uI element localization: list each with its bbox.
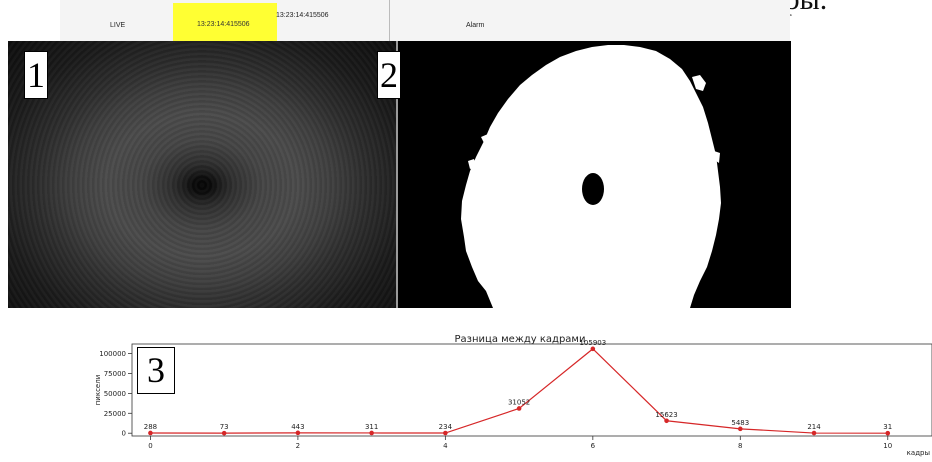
data-point bbox=[737, 426, 743, 432]
alarm-panel-number: 2 bbox=[377, 51, 401, 99]
data-point bbox=[148, 430, 153, 436]
x-tick-label: 0 bbox=[148, 442, 152, 450]
data-label: 443 bbox=[291, 423, 304, 431]
data-point bbox=[369, 430, 374, 436]
data-point bbox=[221, 430, 227, 436]
y-tick-label: 100000 bbox=[99, 350, 126, 358]
chart-panel-number: 3 bbox=[137, 347, 175, 394]
alarm-mask-fragment bbox=[468, 159, 476, 169]
toolbar-divider bbox=[389, 0, 390, 41]
data-point bbox=[664, 418, 669, 424]
x-tick-label: 6 bbox=[591, 442, 596, 450]
data-label: 214 bbox=[807, 423, 821, 431]
live-panel-number: 1 bbox=[24, 51, 48, 99]
tab-alarm[interactable]: Alarm bbox=[466, 22, 485, 29]
y-tick-label: 25000 bbox=[104, 410, 126, 418]
chart-svg: Разница между кадрами пиксели кадры 0250… bbox=[94, 334, 932, 457]
data-point bbox=[590, 346, 596, 352]
data-point bbox=[811, 430, 817, 436]
alarm-mask-view bbox=[398, 41, 791, 308]
data-label: 311 bbox=[365, 423, 378, 431]
x-tick-label: 2 bbox=[296, 442, 300, 450]
data-label: 234 bbox=[439, 423, 453, 431]
frame-difference-chart: Разница между кадрами пиксели кадры 0 250… bbox=[0, 320, 932, 457]
data-label: 31052 bbox=[508, 398, 530, 406]
y-axis-label: пиксели bbox=[94, 375, 102, 406]
alarm-mask-hole bbox=[582, 173, 604, 205]
alarm-mask-fragment bbox=[713, 151, 720, 163]
panel-separator bbox=[396, 41, 398, 308]
data-label: 73 bbox=[220, 423, 229, 431]
series-line bbox=[150, 348, 888, 434]
tab-live[interactable]: LIVE bbox=[110, 22, 126, 29]
timestamp-highlight: 13:23:14:415506 bbox=[197, 21, 250, 28]
y-tick-label: 50000 bbox=[104, 390, 126, 398]
alarm-mask-image bbox=[461, 45, 721, 308]
data-point bbox=[443, 430, 448, 436]
y-tick-label: 0 bbox=[122, 430, 126, 438]
alarm-mask-fragment bbox=[481, 134, 492, 147]
data-point bbox=[516, 406, 522, 411]
alarm-mask-fragment bbox=[692, 75, 706, 91]
x-tick-label: 10 bbox=[883, 442, 892, 450]
data-point bbox=[295, 430, 301, 436]
data-label: 15623 bbox=[655, 411, 677, 419]
x-tick-label: 4 bbox=[443, 442, 448, 450]
live-camera-view bbox=[8, 41, 396, 308]
x-tick-label: 8 bbox=[738, 442, 742, 450]
camera-toolbar bbox=[60, 0, 790, 42]
chart-plot-frame bbox=[131, 343, 932, 437]
data-label: 288 bbox=[144, 423, 157, 431]
data-point bbox=[885, 430, 891, 436]
chart-title: Разница между кадрами bbox=[455, 334, 586, 345]
timestamp-highlight-box bbox=[173, 3, 277, 41]
data-label: 5483 bbox=[731, 419, 749, 427]
x-axis-label: кадры bbox=[907, 449, 930, 457]
data-label: 105903 bbox=[579, 339, 606, 347]
y-tick-label: 75000 bbox=[104, 370, 126, 378]
data-label: 31 bbox=[883, 423, 892, 431]
timestamp-top: 13:23:14:415506 bbox=[276, 12, 329, 19]
